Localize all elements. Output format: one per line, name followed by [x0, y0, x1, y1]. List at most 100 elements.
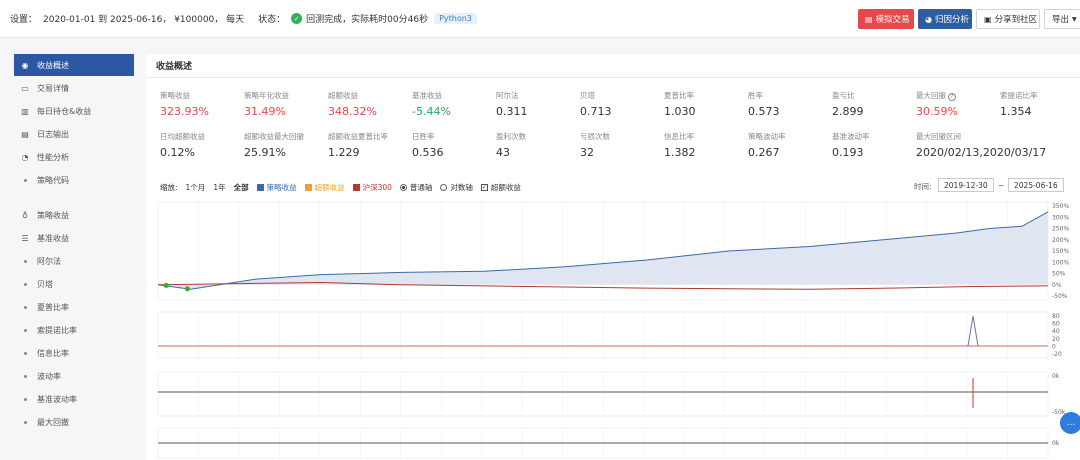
metric-label: 夏普比率: [664, 91, 694, 100]
radio-label: 对数轴: [450, 182, 473, 192]
metric-value: -5.44%: [412, 105, 451, 118]
metric-label: 盈利次数: [496, 132, 526, 141]
legend-swatch: [352, 183, 360, 191]
date-to-input[interactable]: 2025-06-16: [1008, 178, 1064, 192]
legend-benchmark[interactable]: 沪深300: [352, 182, 392, 193]
legend-strategy[interactable]: 策略收益: [256, 182, 297, 193]
metric-daily-win-rate: 日胜率 0.536: [412, 131, 492, 159]
export-label: 导出: [1052, 15, 1070, 25]
metric-value: 0.12%: [160, 146, 195, 159]
zoom-1m-button[interactable]: 1个月: [185, 182, 206, 192]
sidebar-item-label: 基准收益: [37, 233, 69, 243]
python-badge: Python3: [434, 13, 477, 24]
sidebar-item-label: 索提诺比率: [37, 325, 77, 335]
y-tick-label: 0k: [1052, 440, 1060, 447]
y-tick-label: 60: [1052, 321, 1060, 328]
export-button[interactable]: 导出 ▼: [1044, 9, 1080, 29]
sidebar-item-code[interactable]: 策略代码: [14, 169, 134, 191]
sidebar-item-label: 阿尔法: [37, 256, 61, 266]
log-icon: ▤: [21, 129, 29, 139]
gauge-icon: ◉: [21, 60, 29, 70]
y-tick-label: 150%: [1052, 248, 1069, 255]
bullet-icon: [24, 351, 27, 355]
y-tick-label: 250%: [1052, 226, 1069, 233]
legend-label: 超额收益: [314, 182, 345, 192]
strategy-area: [158, 211, 1048, 290]
bullet-icon: [24, 259, 27, 263]
sidebar-item-alpha[interactable]: 阿尔法: [14, 250, 134, 272]
sidebar-item-positions[interactable]: ▥ 每日持仓&收益: [14, 100, 134, 122]
help-icon[interactable]: ?: [948, 93, 956, 101]
overview-panel: 收益概述 策略收益 323.93% 策略年化收益 31.49% 超额收益 348.32…: [146, 54, 1080, 460]
excess-checkbox[interactable]: ✓ 超额收益: [480, 182, 521, 193]
sidebar-item-logs[interactable]: ▤ 日志输出: [14, 123, 134, 145]
sidebar-item-label: 贝塔: [37, 279, 53, 289]
metric-beta: 贝塔 0.713: [580, 90, 660, 118]
sidebar-item-overview[interactable]: ◉ 收益概述: [14, 54, 134, 76]
check-icon: ✓: [480, 183, 488, 191]
metric-value: 32: [580, 146, 594, 159]
metric-value: 1.354: [1000, 105, 1032, 118]
sidebar-item-beta[interactable]: 贝塔: [14, 273, 134, 295]
sidebar-item-benchmark-return[interactable]: ☰ 基准收益: [14, 227, 134, 249]
metric-win-rate: 胜率 0.573: [748, 90, 828, 118]
metric-label: 信息比率: [664, 132, 694, 141]
chat-bubble-icon[interactable]: …: [1060, 412, 1080, 434]
sidebar-item-info-ratio[interactable]: 信息比率: [14, 342, 134, 364]
settings-value: 2020-01-01 到 2025-06-16， ¥100000， 每天: [43, 15, 245, 25]
legend-excess[interactable]: 超额收益: [304, 182, 345, 193]
y-tick-label: 0%: [1052, 282, 1062, 289]
share-button[interactable]: ▣ 分享到社区: [976, 9, 1040, 29]
sidebar-item-benchmark-volatility[interactable]: 基准波动率: [14, 388, 134, 410]
attribution-button[interactable]: ◕ 归因分析: [918, 9, 972, 29]
date-from-input[interactable]: 2019-12-30: [938, 178, 994, 192]
bullet-icon: [24, 374, 27, 378]
sidebar-item-label: 每日持仓&收益: [37, 106, 92, 116]
legend-swatch: [304, 183, 312, 191]
bullet-icon: [24, 328, 27, 332]
metric-value: 0.713: [580, 105, 612, 118]
y-tick-label: 0k: [1052, 373, 1060, 380]
sidebar-item-label: 基准波动率: [37, 394, 77, 404]
sidebar-item-sharpe[interactable]: 夏普比率: [14, 296, 134, 318]
zoom-all-button[interactable]: 全部: [233, 182, 249, 192]
sidebar-item-performance[interactable]: ◔ 性能分析: [14, 146, 134, 168]
metric-sharpe: 夏普比率 1.030: [664, 90, 744, 118]
legend-label: 沪深300: [362, 182, 392, 192]
metric-annual-return: 策略年化收益 31.49%: [244, 90, 324, 118]
sidebar-item-label: 交易详情: [37, 83, 69, 93]
sidebar-item-trades[interactable]: ▭ 交易详情: [14, 77, 134, 99]
metric-label: 基准波动率: [832, 132, 870, 141]
metric-label: 盈亏比: [832, 91, 855, 100]
axis-normal-radio[interactable]: 普通轴: [399, 182, 432, 193]
attribution-label: 归因分析: [934, 15, 969, 25]
metric-label: 策略年化收益: [244, 91, 289, 100]
indicator-spike: [967, 315, 979, 347]
metric-value: 2020/02/13,2020/03/17: [916, 146, 1047, 159]
sidebar-item-max-drawdown[interactable]: 最大回撤: [14, 411, 134, 433]
trade-marker: [163, 282, 169, 288]
sim-trade-button[interactable]: ▤ 模拟交易: [858, 9, 914, 29]
metric-value: 1.030: [664, 105, 696, 118]
legend-label: 策略收益: [266, 182, 297, 192]
checkbox-label: 超额收益: [490, 182, 521, 192]
time-label: 时间:: [914, 182, 932, 191]
metric-label: 日胜率: [412, 132, 435, 141]
zoom-1y-button[interactable]: 1年: [213, 182, 226, 192]
axis-log-radio[interactable]: 对数轴: [440, 182, 473, 193]
benchmark-line: [157, 281, 1049, 290]
metric-label: 策略收益: [160, 91, 190, 100]
metric-value: 1.229: [328, 146, 360, 159]
y-tick-label: 80: [1052, 313, 1060, 320]
chart-controls: 缩放: 1个月 1年 全部 策略收益 超额收益 沪深300 普通轴 对数轴 ✓ 超…: [160, 180, 1080, 194]
sidebar-item-sortino[interactable]: 索提诺比率: [14, 319, 134, 341]
zoom-label: 缩放:: [160, 182, 178, 192]
sidebar-item-volatility[interactable]: 波动率: [14, 365, 134, 387]
legend-swatch: [256, 183, 264, 191]
return-charts[interactable]: 350% 300% 250% 200% 150% 100% 50% 0% -50% 8060402…: [156, 198, 1076, 460]
sidebar-item-label: 日志输出: [37, 129, 69, 139]
check-circle-icon: ✓: [291, 13, 303, 24]
sidebar-item-label: 策略收益: [37, 210, 69, 220]
bullet-icon: [24, 305, 27, 309]
sidebar-item-strategy-return[interactable]: ♁ 策略收益: [14, 204, 134, 226]
